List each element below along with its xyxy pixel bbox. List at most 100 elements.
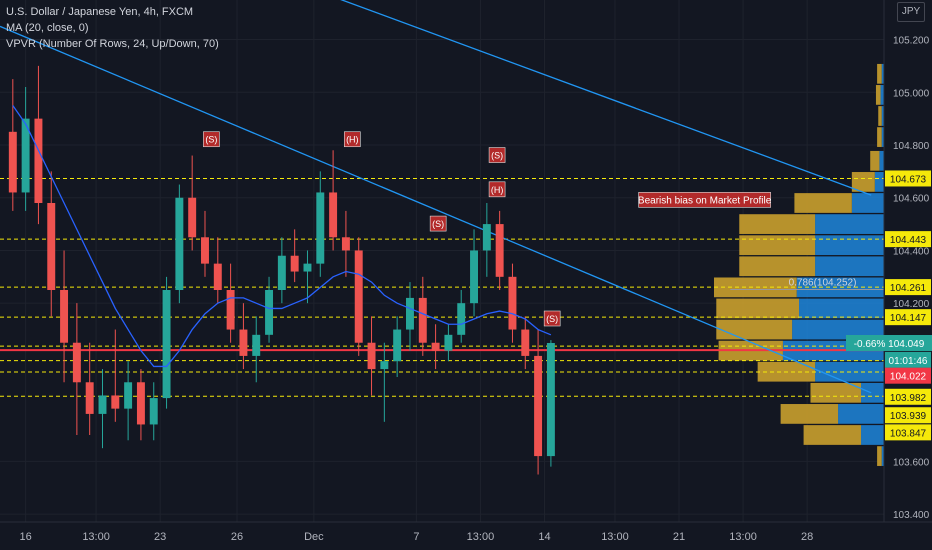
wave-label-box bbox=[488, 147, 506, 163]
time-tick-label: 7 bbox=[413, 531, 419, 543]
ma-indicator[interactable]: MA (20, close, 0) bbox=[6, 22, 89, 34]
volume-profile-bar-up bbox=[861, 425, 884, 445]
candle bbox=[457, 303, 466, 335]
candle bbox=[470, 250, 479, 304]
price-tag bbox=[885, 231, 931, 248]
candle bbox=[162, 290, 171, 399]
volume-profile-bar-down bbox=[877, 446, 882, 466]
time-tick-label: 14 bbox=[538, 531, 550, 543]
volume-profile-bar-down bbox=[851, 172, 875, 192]
price-tag-label: 103.982 bbox=[890, 393, 927, 404]
volume-profile-bar-up bbox=[792, 319, 884, 340]
price-tag bbox=[885, 351, 931, 368]
wave-label: (S) bbox=[546, 314, 558, 324]
price-tag bbox=[846, 334, 932, 351]
currency-badge[interactable]: JPY bbox=[897, 2, 925, 22]
candle bbox=[380, 361, 389, 370]
price-tag bbox=[885, 388, 931, 405]
candle bbox=[354, 250, 363, 343]
time-tick-label: 23 bbox=[154, 531, 166, 543]
price-tick-label: 104.400 bbox=[893, 246, 930, 257]
candle bbox=[290, 255, 299, 272]
vpvr-indicator[interactable]: VPVR (Number Of Rows, 24, Up/Down, 70) bbox=[6, 38, 219, 50]
price-tag-label: 103.847 bbox=[890, 428, 927, 439]
volume-profile-bar-up bbox=[880, 85, 884, 105]
price-tick-label: 104.600 bbox=[893, 194, 930, 205]
candle bbox=[495, 224, 504, 277]
wave-label-box bbox=[543, 310, 561, 327]
candle bbox=[534, 355, 543, 457]
candle bbox=[175, 197, 184, 290]
candle bbox=[252, 334, 261, 356]
candle bbox=[393, 329, 402, 362]
candle bbox=[418, 297, 427, 343]
volume-profile-bar-down bbox=[739, 214, 816, 234]
volume-profile-bar-down bbox=[716, 319, 793, 340]
candle bbox=[98, 395, 107, 414]
volume-profile-bar-down bbox=[716, 298, 799, 319]
wave-label: (H) bbox=[346, 135, 359, 145]
price-tag-label: 104.147 bbox=[890, 313, 927, 324]
time-tick-label: Dec bbox=[304, 531, 324, 543]
indicator-legend: U.S. Dollar / Japanese Yen, 4h, FXCM MA … bbox=[6, 4, 219, 52]
price-tag bbox=[885, 170, 931, 187]
trendline bbox=[0, 25, 872, 394]
volume-profile-bar-down bbox=[810, 382, 862, 403]
candle bbox=[303, 263, 312, 272]
price-tag-label: 104.443 bbox=[890, 235, 927, 246]
candle bbox=[239, 329, 248, 356]
candle bbox=[21, 118, 30, 193]
wave-label-box bbox=[488, 181, 506, 198]
candle bbox=[124, 382, 133, 409]
volume-profile-bar-down bbox=[780, 404, 839, 424]
price-tag bbox=[885, 309, 931, 326]
candle bbox=[188, 197, 197, 238]
candle bbox=[34, 118, 43, 203]
volume-profile-bar-down bbox=[875, 85, 881, 105]
time-tick-label: 28 bbox=[801, 531, 813, 543]
price-axis bbox=[884, 0, 932, 550]
volume-profile-bar-up bbox=[815, 256, 884, 277]
time-tick-label: 16 bbox=[19, 531, 31, 543]
price-tag-label: 104.022 bbox=[890, 372, 927, 383]
wave-label: (H) bbox=[491, 185, 504, 195]
candle bbox=[136, 382, 145, 425]
price-tag-label: 01:01:46 bbox=[889, 356, 928, 367]
price-tick-label: 104.200 bbox=[893, 299, 930, 310]
volume-profile-bar-up bbox=[799, 298, 884, 319]
candle bbox=[316, 192, 325, 264]
volume-profile-bar-down bbox=[794, 193, 852, 213]
time-tick-label: 13:00 bbox=[82, 531, 110, 543]
time-tick-label: 26 bbox=[231, 531, 243, 543]
volume-profile-bar-up bbox=[838, 404, 884, 424]
symbol-title[interactable]: U.S. Dollar / Japanese Yen, 4h, FXCM bbox=[6, 6, 194, 18]
candle bbox=[226, 290, 235, 330]
price-tag-label: 104.673 bbox=[890, 174, 927, 185]
volume-profile-bar-up bbox=[881, 63, 884, 84]
candle bbox=[546, 342, 555, 457]
moving-average-line bbox=[12, 105, 552, 368]
price-tick-label: 105.000 bbox=[893, 88, 930, 99]
price-tag bbox=[885, 367, 931, 384]
price-tick-label: 103.400 bbox=[893, 510, 930, 521]
price-tag-label: -0.66% 104.049 bbox=[854, 339, 925, 350]
volume-profile-bar-down bbox=[714, 277, 797, 298]
price-tag bbox=[885, 407, 931, 424]
volume-profile-bar-up bbox=[879, 150, 884, 171]
candle bbox=[277, 255, 286, 290]
price-tick-label: 103.600 bbox=[893, 457, 930, 468]
candle bbox=[444, 334, 453, 351]
volume-profile-bar-up bbox=[815, 235, 884, 256]
candle bbox=[85, 382, 94, 414]
candle bbox=[329, 192, 338, 238]
candle bbox=[341, 237, 350, 251]
time-tick-label: 13:00 bbox=[601, 531, 629, 543]
trendline bbox=[340, 0, 872, 196]
volume-profile-bar-up bbox=[881, 446, 884, 466]
wave-label: (S) bbox=[432, 219, 444, 229]
candle bbox=[508, 276, 517, 330]
time-tick-label: 21 bbox=[673, 531, 685, 543]
volume-profile-bar-down bbox=[877, 127, 882, 147]
